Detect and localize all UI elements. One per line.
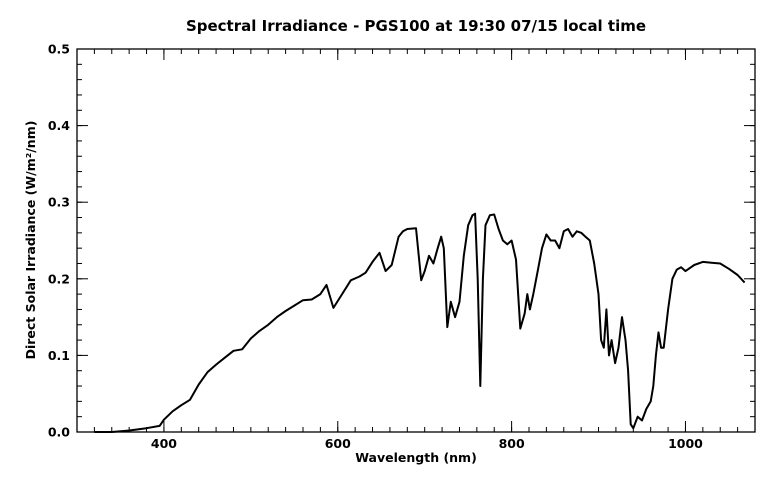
y-tick-label: 0.2 [48,271,70,286]
x-axis-label: Wavelength (nm) [355,450,477,465]
x-tick-label: 600 [325,436,351,451]
y-tick-label: 0.4 [48,118,70,133]
tick-labels: 400 600 800 1000 0.0 0.1 0.2 0.3 0.4 0.5 [48,42,703,452]
y-axis-label: Direct Solar Irradiance (W/m²/nm) [23,121,38,360]
plot-frame [76,48,756,433]
y-tick-label: 0.1 [48,348,70,363]
y-tick-label: 0.3 [48,195,70,210]
minor-ticks [76,48,756,433]
chart-title: Spectral Irradiance - PGS100 at 19:30 07… [186,17,646,35]
x-tick-label: 400 [151,436,177,451]
y-tick-label: 0.5 [48,42,70,57]
x-tick-label: 800 [499,436,525,451]
y-tick-label: 0.0 [48,425,70,440]
spectrum-line [94,212,746,433]
x-tick-label: 1000 [668,436,703,451]
